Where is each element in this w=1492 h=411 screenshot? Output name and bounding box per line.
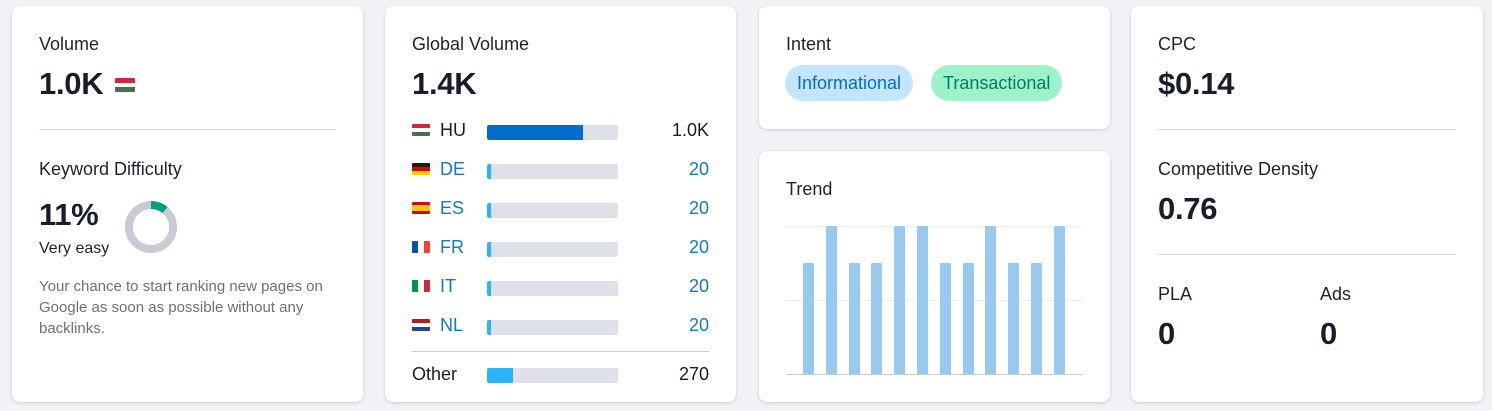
- global-volume-value: 1.4K: [412, 66, 477, 101]
- country-code[interactable]: DE: [440, 159, 466, 179]
- country-volume-value[interactable]: 20: [688, 315, 709, 335]
- country-volume-bar: [487, 281, 618, 296]
- other-label: Other: [412, 364, 458, 384]
- country-volume-value[interactable]: 20: [688, 276, 709, 296]
- country-volume-bar-fill: [487, 281, 491, 296]
- trend-gridline-top: [786, 226, 1083, 227]
- country-code[interactable]: IT: [440, 276, 456, 296]
- italy-flag-icon: [412, 280, 430, 292]
- trend-bar[interactable]: [985, 226, 997, 374]
- country-volume-bar-fill: [487, 320, 491, 335]
- country-volume-bar: [487, 125, 618, 140]
- trend-bar[interactable]: [803, 263, 814, 374]
- volume-label: Volume: [39, 34, 100, 54]
- keyword-difficulty-label: Keyword Difficulty: [39, 159, 182, 179]
- trend-bar[interactable]: [1031, 263, 1042, 374]
- country-code: HU: [440, 120, 466, 140]
- global-volume-card: Global Volume 1.4K HU 1.0K DE 20 ES 20 FR 20 IT 2…: [385, 6, 736, 402]
- country-volume-bar-fill: [487, 203, 491, 218]
- ads-value: 0: [1320, 316, 1337, 351]
- trend-bar[interactable]: [962, 263, 974, 374]
- country-volume-bar-fill: [487, 125, 583, 140]
- cpc-value: $0.14: [1158, 66, 1235, 101]
- competitive-density-label: Competitive Density: [1158, 159, 1319, 179]
- global-volume-label: Global Volume: [412, 34, 530, 54]
- other-divider: [412, 351, 709, 352]
- country-volume-bar: [487, 242, 618, 257]
- country-code[interactable]: FR: [440, 237, 464, 257]
- ads-label: Ads: [1320, 284, 1352, 304]
- other-bar: [487, 368, 618, 383]
- keyword-difficulty-value: 11%: [39, 197, 99, 232]
- trend-bar[interactable]: [1053, 226, 1065, 374]
- pla-value: 0: [1158, 316, 1175, 351]
- intent-tag-transactional[interactable]: Transactional: [931, 65, 1063, 101]
- competitive-density-value: 0.76: [1158, 191, 1218, 226]
- trend-bar[interactable]: [871, 263, 883, 374]
- trend-bar[interactable]: [894, 226, 906, 374]
- hungary-flag-icon: [412, 124, 430, 136]
- trend-label: Trend: [786, 179, 833, 199]
- country-volume-bar-fill: [487, 164, 491, 179]
- intent-card: Intent Informational Transactional: [759, 6, 1110, 129]
- country-volume-value[interactable]: 20: [688, 198, 709, 218]
- keyword-difficulty-level: Very easy: [39, 240, 110, 257]
- volume-value: 1.0K: [39, 66, 104, 101]
- pla-label: PLA: [1158, 284, 1193, 304]
- trend-bar[interactable]: [917, 226, 928, 374]
- volume-divider: [39, 129, 336, 130]
- germany-flag-icon: [412, 163, 430, 175]
- country-code[interactable]: NL: [440, 315, 464, 335]
- cpc-card: CPC $0.14 Competitive Density 0.76 PLA 0…: [1131, 6, 1483, 402]
- hungary-flag-icon: [115, 78, 135, 92]
- trend-bar[interactable]: [848, 263, 860, 374]
- trend-bar[interactable]: [825, 226, 837, 374]
- trend-bar[interactable]: [939, 263, 951, 374]
- trend-gridline-middle: [786, 300, 1083, 301]
- competitive-density-divider: [1158, 254, 1456, 255]
- intent-label: Intent: [786, 34, 832, 54]
- country-volume-bar: [487, 203, 618, 218]
- trend-baseline: [786, 374, 1083, 375]
- difficulty-donut: [125, 201, 177, 253]
- cpc-label: CPC: [1158, 34, 1197, 54]
- other-value: 270: [678, 364, 709, 384]
- other-bar-fill: [487, 368, 514, 383]
- country-volume-bar: [487, 320, 618, 335]
- keyword-difficulty-description: Your chance to start ranking new pages o…: [39, 278, 323, 337]
- cpc-divider: [1158, 129, 1456, 130]
- country-volume-value[interactable]: 20: [688, 237, 709, 257]
- intent-tag-informational[interactable]: Informational: [785, 65, 914, 101]
- difficulty-donut-arc: [125, 201, 177, 253]
- spain-flag-icon: [412, 202, 430, 214]
- country-volume-bar-fill: [487, 242, 491, 257]
- country-volume-bar: [487, 164, 618, 179]
- trend-bar[interactable]: [1008, 263, 1020, 374]
- country-volume-value: 1.0K: [671, 120, 709, 140]
- volume-card: Volume 1.0K Keyword Difficulty 11% Very …: [12, 6, 363, 402]
- france-flag-icon: [412, 241, 430, 253]
- netherlands-flag-icon: [412, 319, 430, 331]
- country-volume-value[interactable]: 20: [688, 159, 709, 179]
- country-code[interactable]: ES: [440, 198, 465, 218]
- trend-card: Trend: [759, 151, 1110, 402]
